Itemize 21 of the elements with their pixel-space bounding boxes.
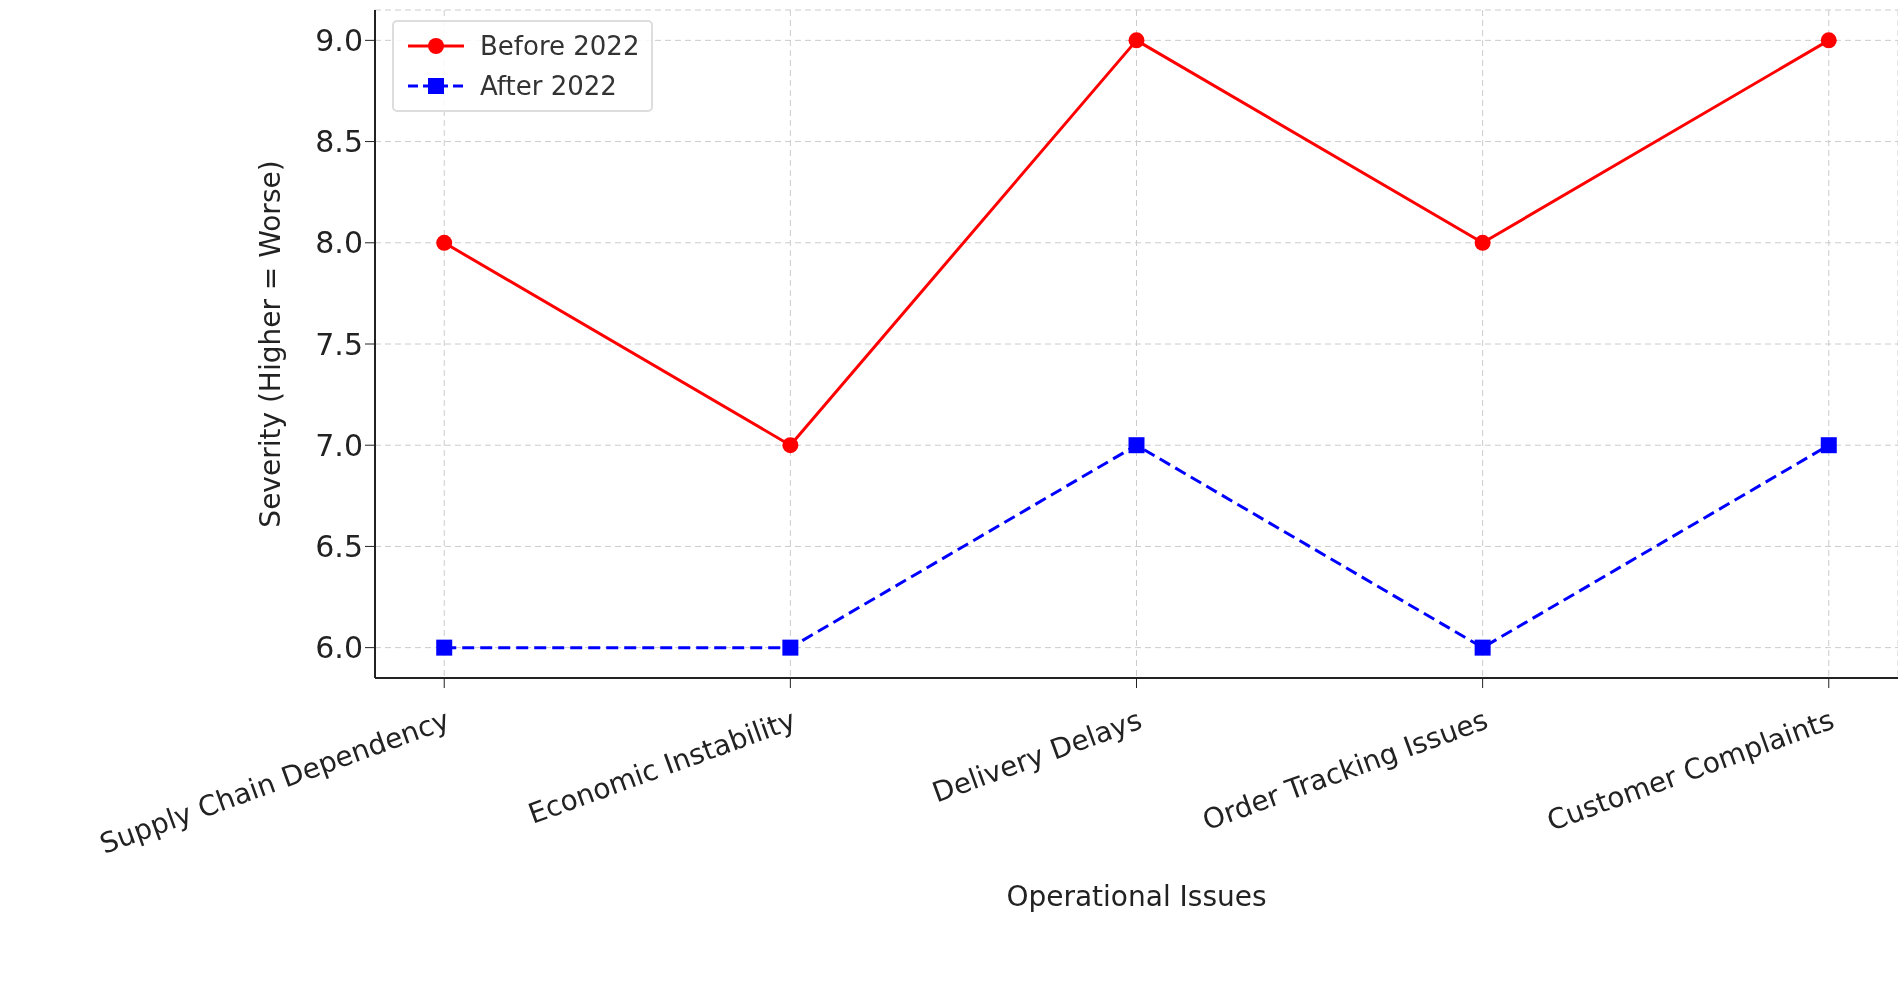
y-tick-label: 6.5 [315,529,363,565]
point [1474,639,1491,656]
y-tick-label: 7.5 [315,326,363,362]
point [1474,234,1491,251]
y-tick-label: 8.5 [315,124,363,160]
point [1128,437,1145,454]
legend-label: Before 2022 [480,30,640,63]
y-tick-label: 8.0 [315,225,363,261]
y-axis-title: Severity (Higher = Worse) [253,160,287,528]
point [782,639,799,656]
point [1820,32,1837,49]
point [436,234,453,251]
legend-label: After 2022 [480,70,617,103]
y-tick-label: 9.0 [315,23,363,59]
point [1820,437,1837,454]
x-axis-title: Operational Issues [1006,880,1267,913]
point [782,437,799,454]
y-tick-label: 6.0 [315,630,363,666]
point [1128,32,1145,49]
y-tick-label: 7.0 [315,427,363,463]
point [436,639,453,656]
